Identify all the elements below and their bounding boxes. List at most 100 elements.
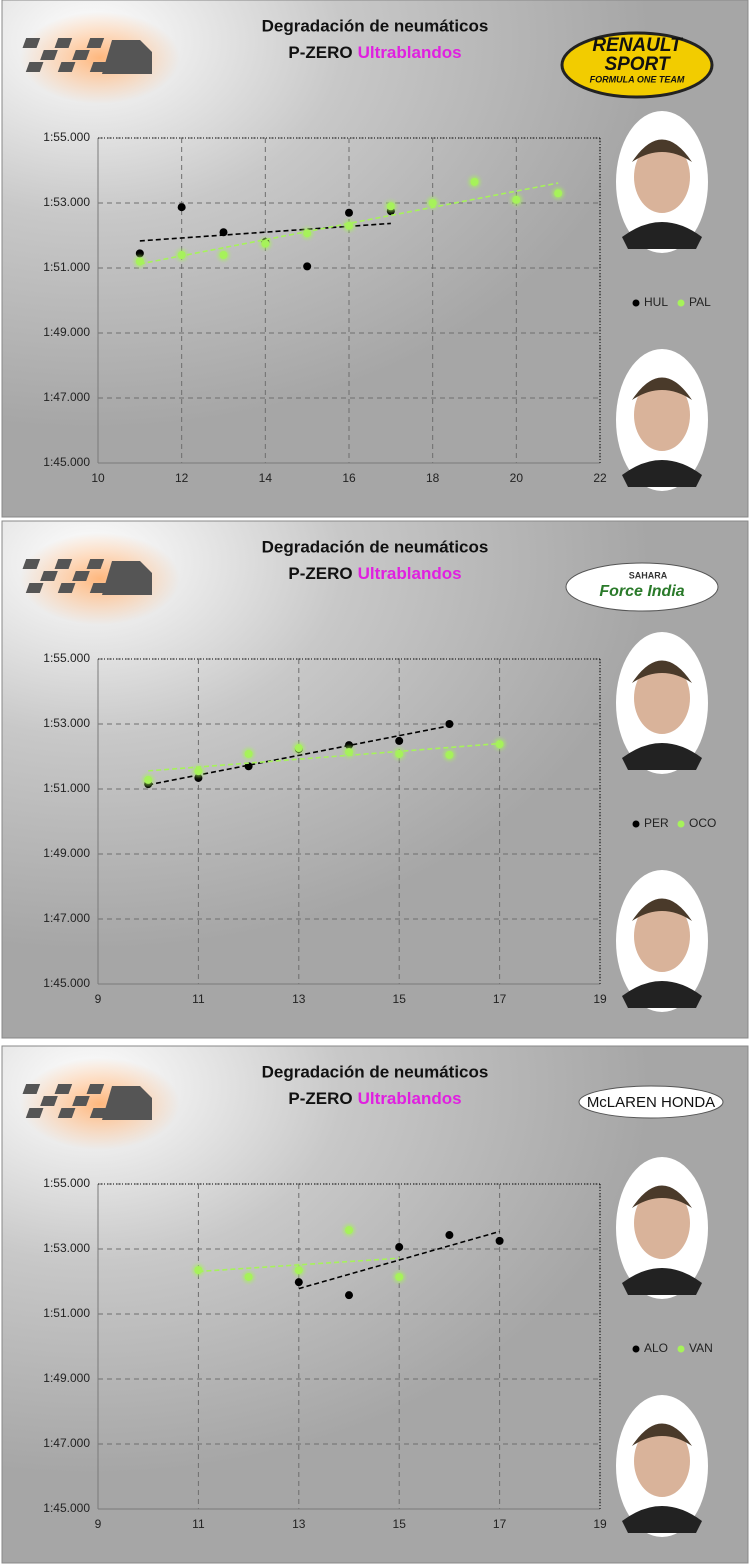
y-tick-label: 1:45.000	[43, 1501, 90, 1515]
logo-badge	[560, 31, 714, 99]
logo-car	[102, 40, 152, 74]
x-tick-label: 15	[393, 992, 407, 1006]
x-tick-label: 11	[192, 992, 205, 1006]
point	[512, 195, 521, 204]
y-tick-label: 1:51.000	[43, 1306, 90, 1320]
y-tick-label: 1:55.000	[43, 651, 90, 665]
y-tick-label: 1:45.000	[43, 455, 90, 469]
logo-text: SAHARA	[629, 570, 668, 580]
x-tick-label: 15	[393, 1517, 407, 1531]
point	[294, 744, 303, 753]
x-tick-label: 13	[292, 992, 306, 1006]
subtitle-highlight: Ultrablandos	[358, 1089, 462, 1108]
chart-panel: Degradación de neumáticos P-ZERO Ultrablan…	[1, 0, 749, 518]
logo-check	[72, 1096, 90, 1106]
y-tick-label: 1:47.000	[43, 911, 90, 925]
subtitle-highlight: Ultrablandos	[358, 564, 462, 583]
driver-hair	[632, 1423, 692, 1446]
point	[244, 762, 253, 771]
y-tick-label: 1:55.000	[43, 130, 90, 144]
subtitle-text: P-ZERO	[288, 564, 352, 583]
driver-suit	[622, 460, 702, 487]
point	[395, 736, 404, 745]
y-tick-label: 1:51.000	[43, 260, 90, 274]
legend-marker	[677, 820, 685, 828]
chart-panel: Degradación de neumáticos P-ZERO Ultrablan…	[1, 1045, 749, 1564]
logo-check	[86, 559, 105, 569]
y-tick-label: 1:47.000	[43, 390, 90, 404]
point	[345, 747, 353, 756]
point	[445, 1231, 454, 1240]
logo-check	[22, 559, 41, 569]
y-tick-label: 1:45.000	[43, 976, 90, 990]
site-logo	[20, 533, 180, 625]
trendline	[298, 1230, 500, 1290]
point	[294, 1278, 303, 1287]
y-tick-label: 1:53.000	[43, 716, 90, 730]
point	[345, 221, 353, 230]
logo-check	[40, 1096, 58, 1106]
logo-car	[102, 1086, 152, 1120]
point	[244, 1272, 253, 1281]
driver-suit	[622, 981, 702, 1008]
legend-label: VAN	[689, 1341, 713, 1355]
logo-check	[89, 62, 108, 72]
x-tick-label: 20	[510, 471, 524, 485]
logo-check	[72, 571, 90, 581]
point	[303, 262, 312, 271]
legend-marker	[632, 299, 640, 307]
x-tick-label: 12	[175, 471, 189, 485]
legend-label: OCO	[689, 816, 716, 830]
logo-glow	[20, 12, 180, 104]
logo-text: FORMULA ONE TEAM	[590, 74, 685, 84]
subtitle-highlight: Ultrablandos	[358, 43, 462, 62]
logo-check	[57, 1108, 76, 1118]
legend-marker	[632, 1345, 640, 1353]
y-tick-label: 1:49.000	[43, 1371, 90, 1385]
chart-subtitle: P-ZERO Ultrablandos	[288, 1089, 461, 1108]
logo-check	[89, 583, 108, 593]
driver-face	[634, 141, 690, 213]
point	[244, 749, 253, 758]
chart-subtitle: P-ZERO Ultrablandos	[288, 564, 461, 583]
logo-check	[25, 1108, 44, 1118]
logo-check	[89, 1108, 108, 1118]
x-tick-label: 19	[593, 1517, 607, 1531]
trendline	[139, 182, 559, 265]
driver-face	[634, 662, 690, 734]
logo-check	[54, 1084, 73, 1094]
logo-check	[57, 583, 76, 593]
subtitle-text: P-ZERO	[288, 43, 352, 62]
y-tick-label: 1:47.000	[43, 1436, 90, 1450]
site-logo	[20, 12, 180, 104]
logo-text: McLAREN HONDA	[587, 1094, 715, 1111]
point	[345, 1291, 353, 1300]
logo-check	[25, 62, 44, 72]
legend-label: HUL	[644, 295, 668, 309]
y-tick-label: 1:49.000	[43, 846, 90, 860]
x-tick-label: 9	[95, 1517, 102, 1531]
chart-title: Degradación de neumáticos	[262, 16, 489, 35]
driver-face	[634, 1425, 690, 1497]
x-tick-label: 14	[259, 471, 273, 485]
logo-check	[86, 1084, 105, 1094]
logo-glow	[20, 1058, 180, 1150]
driver-suit	[622, 222, 702, 249]
driver-face	[634, 379, 690, 451]
driver-hair	[632, 139, 692, 162]
point	[395, 1272, 404, 1281]
point	[445, 720, 454, 728]
chart-panel: Degradación de neumáticos P-ZERO Ultrablan…	[1, 520, 749, 1039]
x-tick-label: 10	[91, 471, 105, 485]
logo-check	[86, 38, 105, 48]
site-logo	[20, 1058, 180, 1150]
point	[345, 208, 353, 217]
point	[194, 767, 203, 776]
y-tick-label: 1:55.000	[43, 1176, 90, 1190]
logo-badge	[565, 562, 719, 612]
point	[261, 239, 270, 248]
point	[135, 249, 144, 258]
y-tick-label: 1:53.000	[43, 1241, 90, 1255]
